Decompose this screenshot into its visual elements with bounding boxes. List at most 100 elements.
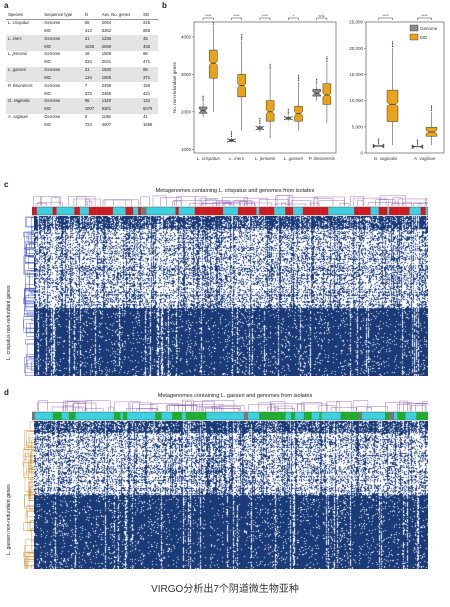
table-cell-species: L. jensenii <box>8 51 27 57</box>
outlier-point <box>202 98 204 100</box>
heatmap-d-top-dendrogram <box>37 399 428 411</box>
outlier-point <box>287 108 289 110</box>
sample-segment-metagenome <box>278 412 286 420</box>
table-cell-type: MG <box>42 74 83 83</box>
sample-segment-metagenome <box>397 412 406 420</box>
sample-segment-metagenome <box>201 207 205 215</box>
table-cell-genes: 2064 <box>101 20 112 26</box>
outlier-point <box>326 56 328 58</box>
table-cell-n: 334 <box>84 59 92 65</box>
heatmap-d-row-dendrogram <box>22 421 34 569</box>
x-tick-label: L. crispatus <box>197 156 221 161</box>
table-cell-genes: 1566 <box>101 51 112 57</box>
sample-segment-metagenome <box>244 207 257 215</box>
table-cell-genes: 2699 <box>99 43 142 51</box>
sample-segment-genome <box>32 412 36 420</box>
y-tick-label: 3000 <box>181 72 192 77</box>
heatmap-d-title: Metagenomes containing L. gasseri and ge… <box>157 393 313 399</box>
table-cell-species <box>6 74 43 83</box>
outlier-point <box>259 122 261 124</box>
species-table: Species Sequence type N Ave. No. genes S… <box>6 12 158 129</box>
outlier-point <box>391 42 394 45</box>
table-cell-genes: 1329 <box>99 97 142 106</box>
outlier-point <box>241 38 243 40</box>
outlier-point <box>241 35 243 37</box>
outlier-point <box>212 21 214 24</box>
outlier-point <box>377 143 380 145</box>
table-cell-species <box>6 90 42 98</box>
table-cell-genes: 1236 <box>99 35 142 44</box>
table-cell-n: 373 <box>84 90 92 96</box>
table-cell-sd: 86 <box>141 66 158 75</box>
sample-segment-metagenome <box>155 412 162 420</box>
table-cell-sd: 41 <box>143 114 148 120</box>
table-cell-species: L. iners <box>6 35 43 44</box>
table-cell-n: 724 <box>84 121 92 127</box>
significance-bracket <box>202 17 214 20</box>
outlier-point <box>269 66 271 69</box>
outlier-point <box>416 142 419 144</box>
table-row: L. gasseri Genome 31 1830 86 <box>6 66 158 75</box>
sample-segment-metagenome <box>302 207 310 215</box>
sample-segment-metagenome <box>309 207 316 215</box>
outlier-point <box>316 78 318 80</box>
outlier-point <box>416 141 419 143</box>
panel-b-label: b <box>162 1 167 10</box>
sample-segment-metagenome <box>117 412 121 420</box>
sample-segment-genome <box>243 412 249 420</box>
table-row: MG 724 4007 1658 <box>6 121 158 129</box>
table-cell-n: 95 <box>82 97 100 106</box>
table-cell-type: Genome <box>42 97 83 106</box>
sample-segment-metagenome <box>32 207 37 215</box>
significance-bracket <box>259 17 271 20</box>
dendrogram-branches <box>37 399 428 411</box>
table-cell-genes: 3262 <box>101 27 112 33</box>
table-cell-species <box>6 43 43 51</box>
mg-box <box>322 83 332 105</box>
outlier-point <box>430 108 433 110</box>
sample-segment-metagenome <box>389 207 400 215</box>
outlier-point <box>430 106 433 109</box>
y-axis-label: No. non-redundant genes <box>172 61 177 113</box>
sample-segment-metagenome <box>418 412 428 420</box>
heatmap-d-sample-bar <box>32 411 428 421</box>
sample-segment-metagenome <box>185 412 190 420</box>
header-sd: SD <box>141 12 158 20</box>
sample-segment-metagenome <box>378 207 384 215</box>
legend-swatch <box>409 24 419 32</box>
table-cell-genes: 1966 <box>99 74 142 83</box>
outlier-point <box>202 95 204 97</box>
genome-box <box>198 106 208 114</box>
sample-segment-metagenome <box>303 412 307 420</box>
x-tick-label: L. gasseri <box>284 156 305 161</box>
outlier-point <box>316 80 318 82</box>
table-cell-n: 6 <box>84 114 88 120</box>
table-cell-species <box>6 27 42 35</box>
y-tick-label: 1000 <box>181 147 192 152</box>
table-cell-type: Genome <box>42 66 83 75</box>
outlier-point <box>269 68 271 70</box>
table-cell-sd: 122 <box>141 97 158 106</box>
dendrogram-branches <box>33 195 428 206</box>
sample-segment-metagenome <box>259 412 271 420</box>
sample-segment-metagenome <box>113 412 118 420</box>
sample-segment-metagenome <box>171 412 183 420</box>
plot-frame <box>365 21 445 154</box>
table-cell-type: Genome <box>44 51 61 57</box>
table-cell-n: 134 <box>82 74 100 83</box>
row-dendrogram-branches <box>23 216 34 376</box>
sample-segment-metagenome <box>52 412 56 420</box>
table-cell-species <box>6 121 42 129</box>
y-tick-label: 4000 <box>181 35 192 40</box>
table-row: A. vaginae Genome 6 1198 41 <box>6 114 158 122</box>
table-row: L. crispatus Genome 56 2064 225 <box>6 19 158 27</box>
table-body: L. crispatus Genome 56 2064 225 MG 413 3262 666 L… <box>6 19 158 129</box>
outlier-point <box>230 134 233 136</box>
outlier-point <box>259 118 261 120</box>
heatmap-d <box>34 421 428 569</box>
outlier-point <box>230 135 233 138</box>
table-cell-species: G. vaginalis <box>6 97 43 106</box>
sample-segment-metagenome <box>267 207 275 215</box>
sample-segment-metagenome <box>315 207 321 215</box>
sample-segment-metagenome <box>204 207 212 215</box>
